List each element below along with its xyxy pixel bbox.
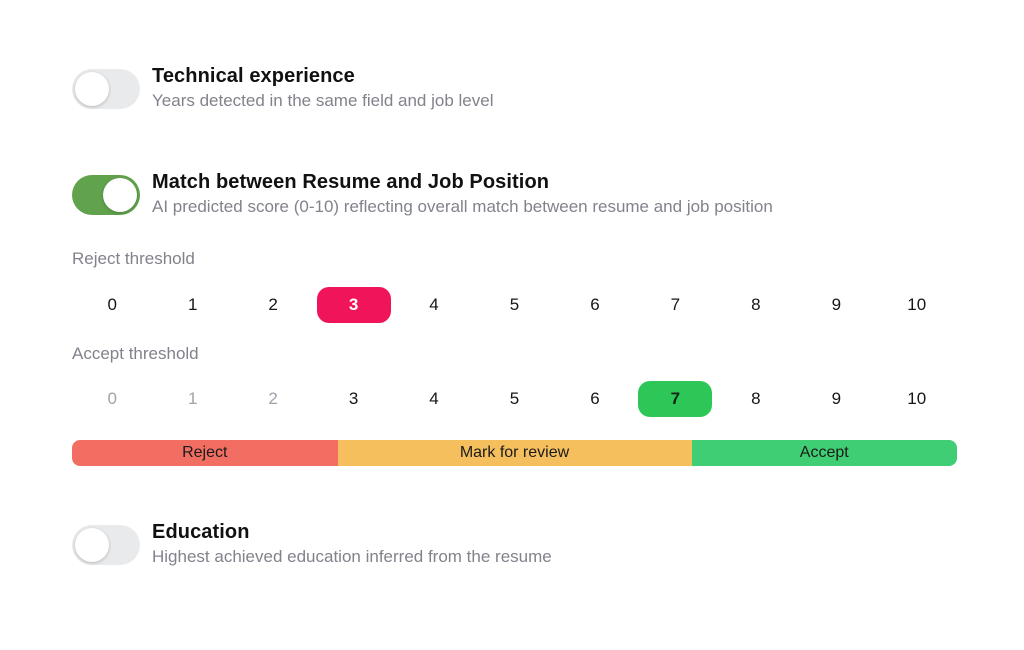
reject-score-0[interactable]: 0 [107,295,117,314]
reject-score-7[interactable]: 7 [670,295,681,314]
range-segment-accept: Accept [691,440,957,466]
accept-score-1[interactable]: 1 [187,389,198,408]
match-score-toggle[interactable] [72,175,140,215]
accept-score-10[interactable]: 10 [907,389,927,408]
accept-threshold-scale: 0 1 2 3 4 5 6 7 8 9 10 [72,381,957,417]
setting-description: Highest achieved education inferred from… [152,547,552,566]
accept-score-0[interactable]: 0 [107,389,117,408]
reject-score-10[interactable]: 10 [907,295,927,314]
setting-technical-experience: Technical experience Years detected in t… [72,64,1024,114]
education-toggle[interactable] [72,525,140,565]
reject-score-8[interactable]: 8 [751,295,761,314]
accept-score-8[interactable]: 8 [751,389,761,408]
setting-title: Education [152,521,250,543]
toggle-knob [103,178,137,212]
accept-score-4[interactable]: 4 [429,389,439,408]
reject-score-5[interactable]: 5 [509,295,520,314]
reject-score-6[interactable]: 6 [590,295,600,314]
reject-score-4[interactable]: 4 [429,295,439,314]
reject-score-3[interactable]: 3 [313,287,393,323]
setting-description: Years detected in the same field and job… [152,91,494,110]
setting-description: AI predicted score (0-10) reflecting ove… [152,197,773,216]
reject-threshold-scale: 0 1 2 3 4 5 6 7 8 9 10 [72,287,957,323]
setting-title: Match between Resume and Job Position [152,171,550,193]
accept-score-5[interactable]: 5 [509,389,520,408]
range-segment-review: Mark for review [337,440,692,466]
accept-score-2[interactable]: 2 [268,389,278,408]
accept-score-3[interactable]: 3 [348,389,359,408]
accept-score-7[interactable]: 7 [635,381,715,417]
setting-match-score: Match between Resume and Job Position AI… [72,170,1024,220]
reject-score-1[interactable]: 1 [187,295,198,314]
reject-threshold-label: Reject threshold [72,249,195,268]
accept-score-6[interactable]: 6 [590,389,600,408]
technical-experience-toggle[interactable] [72,69,140,109]
reject-score-2[interactable]: 2 [268,295,278,314]
setting-title: Technical experience [152,65,355,87]
accept-score-9[interactable]: 9 [831,389,842,408]
range-segment-reject: Reject [72,440,338,466]
reject-score-9[interactable]: 9 [831,295,842,314]
score-range-bar: Reject Mark for review Accept [72,440,957,466]
toggle-knob [75,72,109,106]
setting-education: Education Highest achieved education inf… [72,520,1024,570]
toggle-knob [75,528,109,562]
accept-threshold-label: Accept threshold [72,344,199,363]
